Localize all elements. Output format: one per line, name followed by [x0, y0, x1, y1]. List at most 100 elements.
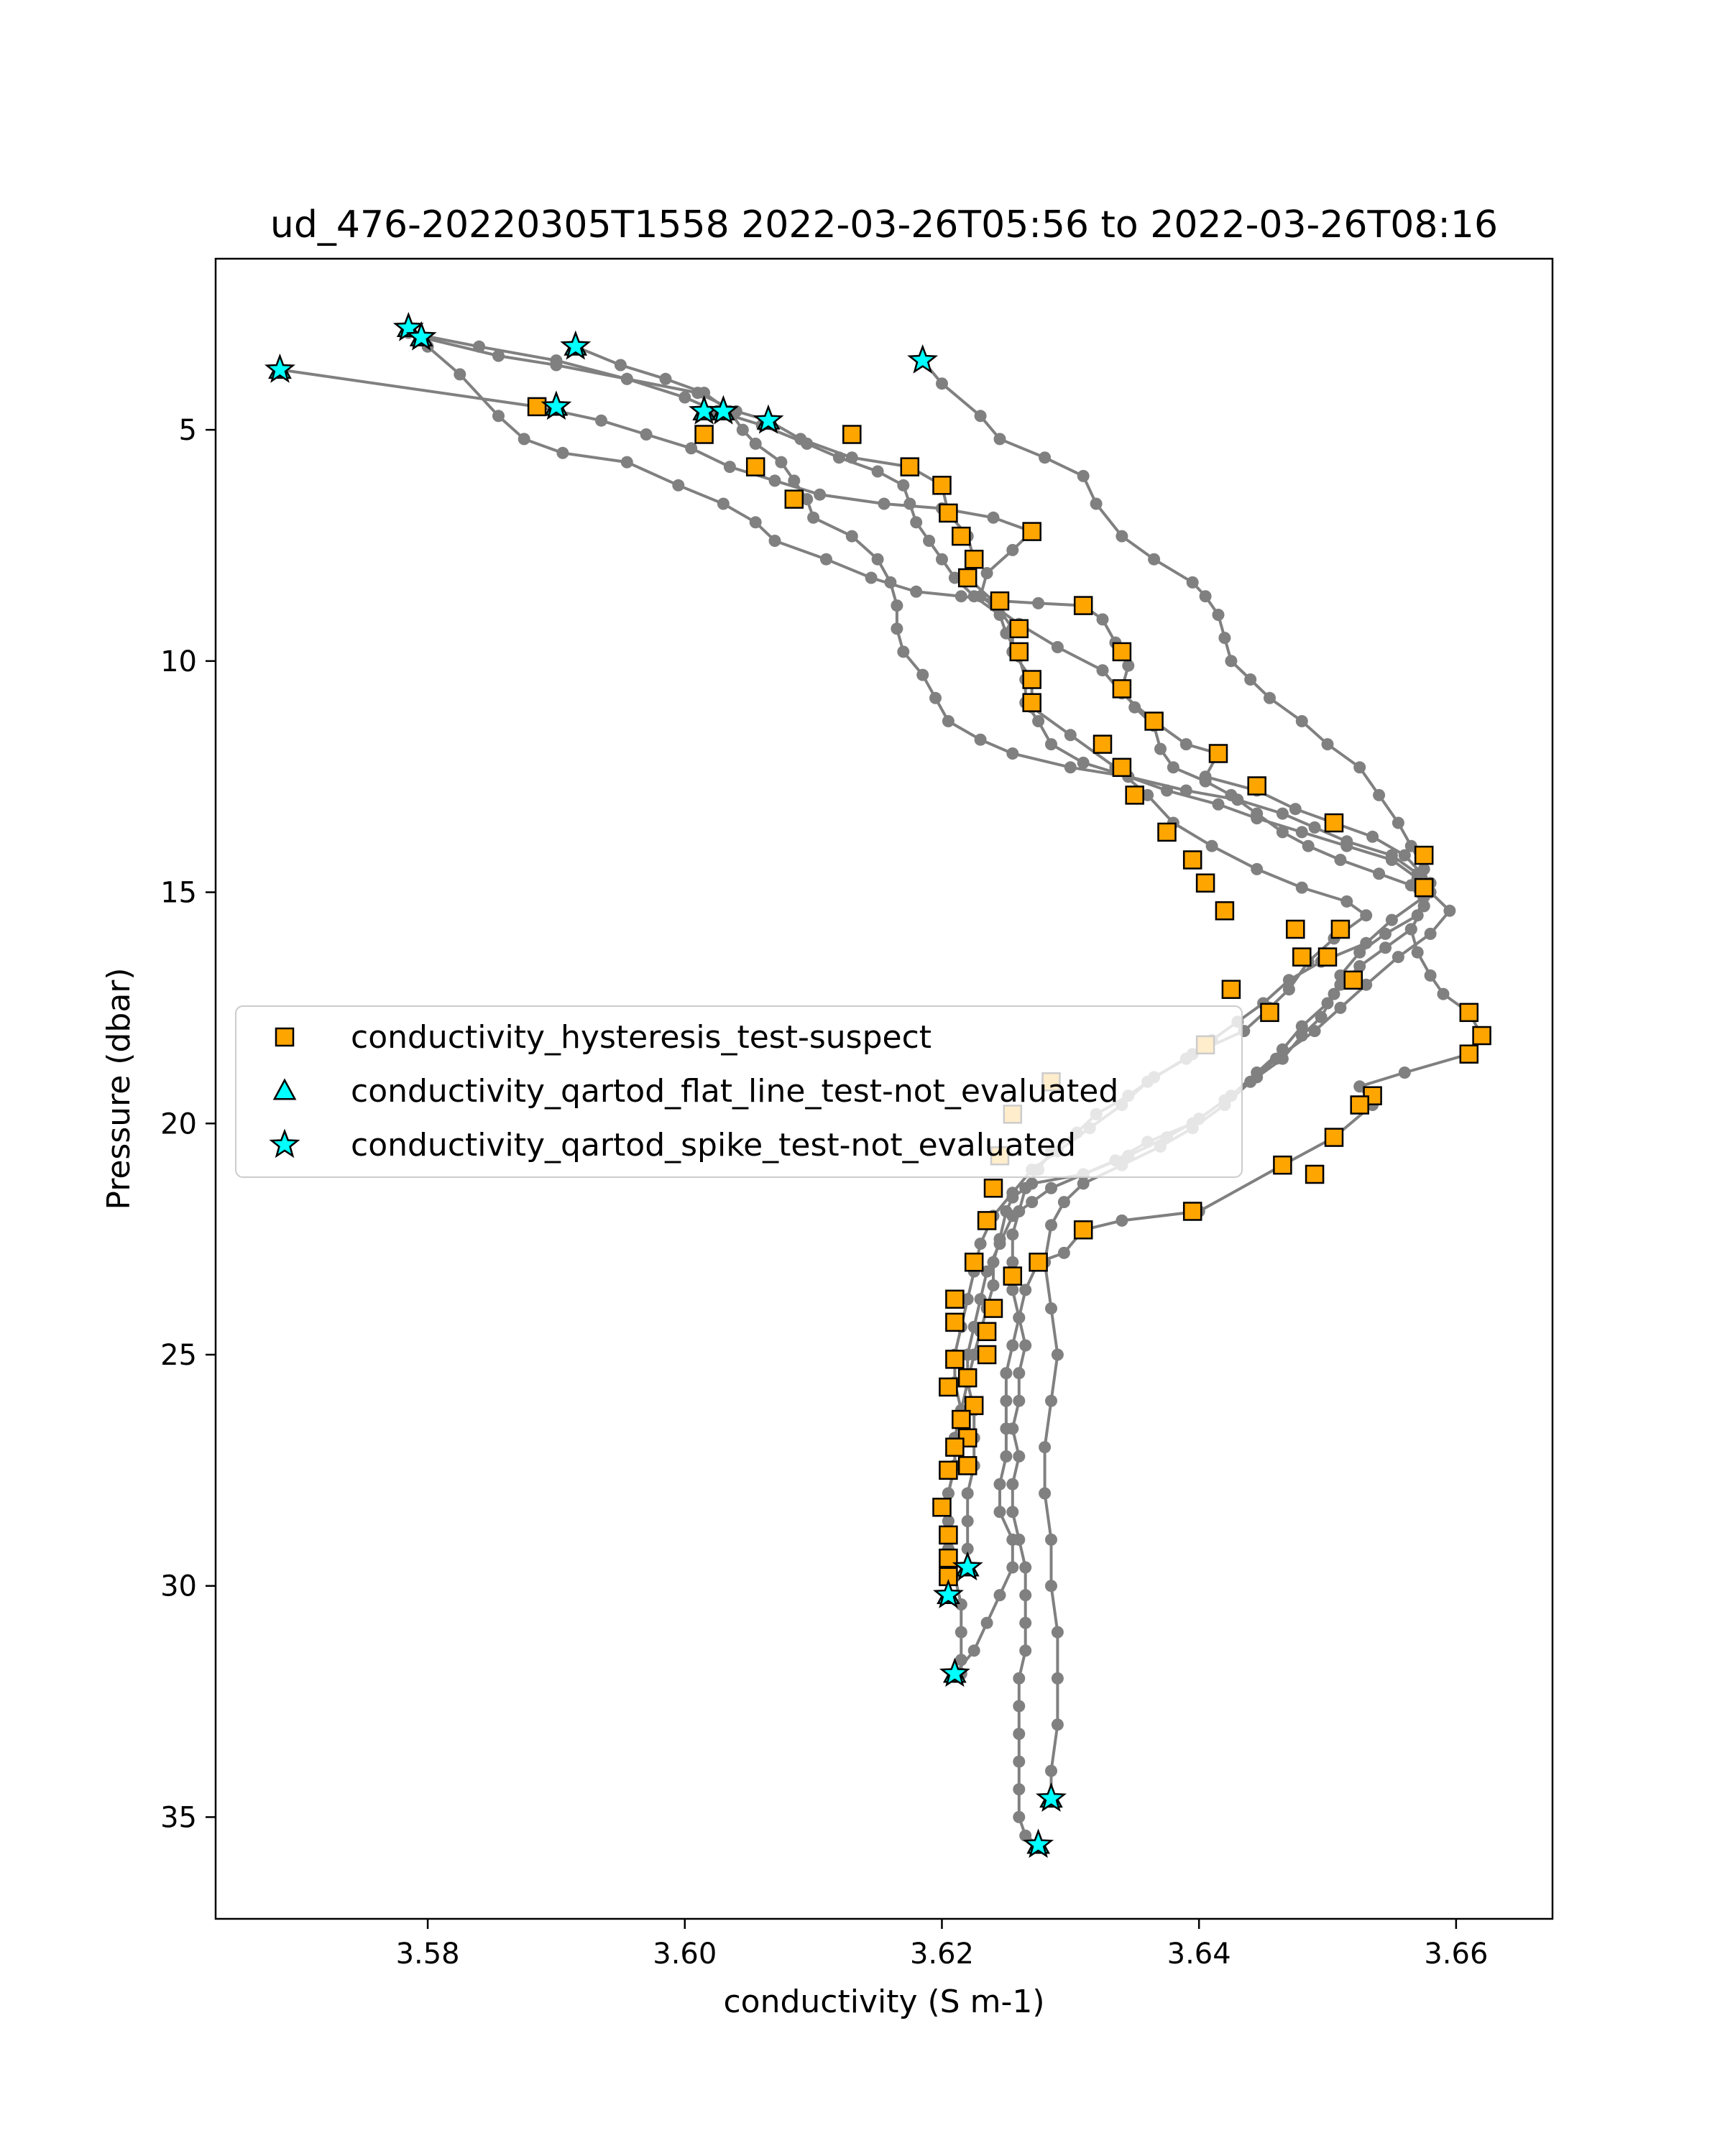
profile-point — [903, 497, 916, 510]
profile-point — [1019, 1561, 1032, 1574]
profile-point — [1013, 1394, 1026, 1407]
profile-point — [1116, 1214, 1128, 1227]
profile-point — [1019, 1181, 1032, 1194]
profile-point — [897, 645, 910, 658]
profile-point — [1006, 1256, 1019, 1268]
profile-point — [1353, 761, 1366, 774]
hysteresis-marker — [1208, 744, 1228, 763]
profile-point — [820, 553, 832, 566]
hysteresis-marker — [1286, 919, 1305, 939]
profile-point — [775, 456, 788, 469]
profile-point — [1000, 627, 1013, 640]
spike-marker — [933, 1579, 964, 1608]
spike-marker — [560, 330, 592, 360]
hysteresis-marker — [977, 1322, 997, 1342]
profile-point — [492, 349, 505, 362]
hysteresis-marker — [939, 1548, 958, 1568]
hysteresis-marker — [932, 476, 952, 495]
profile-point — [1366, 830, 1379, 843]
profile-point — [736, 423, 749, 436]
profile-point — [891, 599, 903, 612]
profile-point — [1013, 1312, 1026, 1324]
profile-point — [1077, 756, 1090, 769]
profile-point — [1282, 974, 1295, 987]
profile-point — [871, 553, 884, 566]
hysteresis-marker — [842, 425, 862, 444]
x-axis: 3.58 3.60 3.62 3.64 3.66 — [396, 1919, 1488, 1971]
hysteresis-marker — [1144, 711, 1164, 731]
hysteresis-marker — [1247, 776, 1266, 796]
profile-point — [974, 733, 987, 746]
profile-point — [1057, 1246, 1070, 1259]
x-tick-label: 3.60 — [653, 1938, 717, 1971]
profile-point — [1334, 854, 1347, 866]
profile-point — [717, 497, 730, 510]
profile-point — [1360, 909, 1373, 922]
profile-point — [1295, 826, 1308, 839]
profile-point — [1026, 1196, 1039, 1209]
profile-point — [1045, 1533, 1057, 1546]
hysteresis-markers — [527, 397, 1491, 1587]
profile-point — [1096, 664, 1109, 677]
profile-point — [1051, 1348, 1064, 1361]
hysteresis-marker — [945, 1437, 965, 1457]
profile-point — [1019, 1829, 1032, 1842]
hysteresis-marker — [1073, 596, 1093, 615]
profile-point — [1006, 1284, 1019, 1296]
hysteresis-marker — [1029, 1253, 1048, 1272]
profile-point — [954, 1626, 967, 1639]
profile-point — [1045, 1219, 1057, 1232]
profile-point — [1373, 788, 1386, 801]
profile-point — [1251, 812, 1264, 825]
hysteresis-marker — [1324, 1128, 1344, 1147]
hysteresis-marker — [983, 1299, 1003, 1318]
hysteresis-marker — [1414, 877, 1434, 898]
profile-point — [768, 535, 781, 547]
hysteresis-marker — [1330, 919, 1351, 939]
profile-point — [1282, 983, 1295, 996]
profile-point — [1019, 1589, 1032, 1602]
profile-point — [807, 511, 820, 524]
profile-point — [1013, 1205, 1026, 1217]
profile-point — [1039, 1441, 1052, 1454]
y-tick-label: 5 — [179, 414, 197, 447]
profile-point — [910, 516, 923, 529]
hysteresis-marker — [957, 1368, 978, 1388]
profile-point — [1392, 951, 1404, 964]
profile-point — [1019, 1644, 1032, 1657]
hysteresis-marker — [957, 568, 978, 588]
profile-point — [1013, 1728, 1026, 1741]
profile-point — [1019, 1616, 1032, 1629]
profile-point — [871, 465, 884, 478]
spike-markers — [264, 311, 1067, 1858]
profile-point — [1045, 1302, 1057, 1315]
profile-point — [1006, 1478, 1019, 1491]
profile-point — [1392, 816, 1404, 829]
profile-point — [1122, 659, 1135, 672]
profile-point — [987, 1279, 1000, 1291]
profile-point — [929, 691, 942, 704]
spike-marker — [939, 1657, 970, 1687]
spike-marker — [753, 404, 784, 434]
profile-point — [1334, 1001, 1347, 1014]
x-tick-label: 3.58 — [396, 1938, 460, 1971]
profile-point — [1379, 927, 1392, 940]
hysteresis-marker — [1112, 679, 1132, 699]
legend-label: conductivity_qartod_spike_test-not_evalu… — [351, 1127, 1076, 1164]
hysteresis-marker — [1073, 1220, 1093, 1240]
profile-point — [1006, 1339, 1019, 1352]
hysteresis-marker — [1324, 813, 1344, 833]
profile-point — [961, 1293, 974, 1306]
profile-point — [1057, 1196, 1070, 1209]
profile-point — [1295, 1020, 1308, 1033]
hysteresis-marker — [1292, 947, 1312, 967]
profile-point — [1167, 761, 1179, 774]
profile-point — [1039, 451, 1052, 464]
spike-marker — [540, 390, 572, 420]
profile-point — [954, 590, 967, 603]
profile-point — [1013, 1810, 1026, 1823]
hysteresis-marker — [1195, 873, 1215, 893]
hysteresis-marker — [983, 1179, 1003, 1198]
profile-point — [1045, 738, 1057, 751]
